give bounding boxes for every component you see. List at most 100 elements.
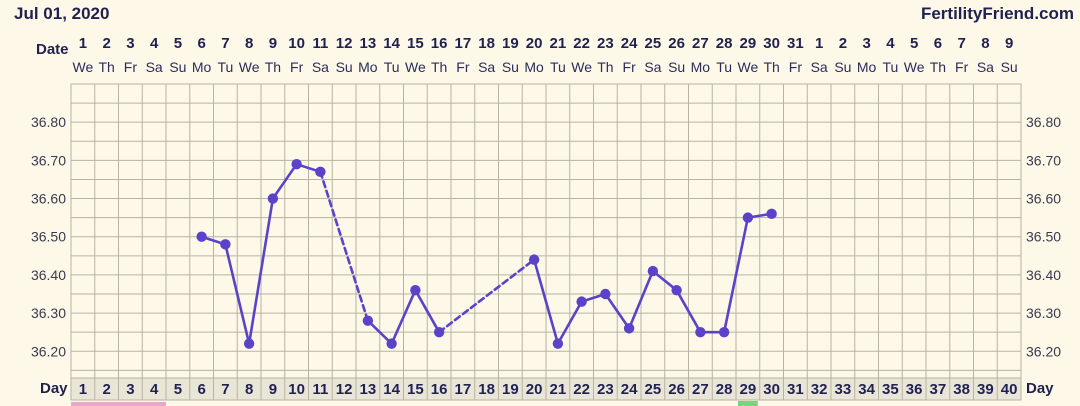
cycle-day-label: 9	[269, 381, 277, 398]
temperature-point[interactable]	[410, 284, 421, 296]
y-tick-right: 36.70	[1026, 152, 1061, 168]
temperature-point[interactable]	[196, 231, 207, 242]
temperature-point[interactable]	[528, 254, 540, 265]
temperature-line-segment	[556, 300, 583, 345]
weekday-label: Tu	[882, 59, 898, 75]
temperature-point[interactable]	[552, 338, 564, 349]
date-label: 9	[1005, 35, 1013, 52]
weekday-label: We	[405, 59, 426, 75]
date-label: 25	[645, 35, 662, 52]
temperature-point[interactable]	[291, 158, 302, 170]
temperature-line-segment	[224, 243, 251, 345]
chart-start-date: Jul 01, 2020	[14, 4, 109, 23]
cycle-day-label: 17	[455, 381, 472, 398]
date-label: 2	[102, 35, 110, 52]
green-marker	[738, 401, 758, 406]
temperature-point[interactable]	[386, 338, 397, 349]
date-label: 10	[288, 35, 305, 52]
cycle-day-label: 14	[383, 381, 400, 398]
weekday-label: Fr	[290, 59, 304, 75]
temperature-point[interactable]	[718, 326, 730, 338]
brand-name: FertilityFriend.com	[921, 4, 1074, 23]
date-label: 7	[221, 35, 229, 52]
date-label: 19	[502, 35, 519, 52]
cycle-day-label: 5	[174, 381, 182, 398]
weekday-label: Tu	[550, 59, 566, 75]
date-label: 5	[174, 35, 182, 52]
cycle-day-label: 28	[716, 381, 733, 398]
cycle-day-label: 22	[573, 381, 590, 398]
cycle-day-label: 23	[597, 381, 614, 398]
temperature-point[interactable]	[742, 212, 754, 223]
weekday-label: Sa	[312, 59, 329, 75]
weekday-label: Sa	[146, 59, 163, 75]
cycle-day-label: 35	[882, 381, 899, 398]
temperature-point[interactable]	[766, 208, 777, 220]
date-label: 18	[478, 35, 495, 52]
temperature-point[interactable]	[671, 284, 682, 296]
chart-grid	[70, 83, 1022, 379]
temperature-point[interactable]	[576, 296, 587, 307]
date-label: 21	[550, 35, 567, 52]
temperature-point[interactable]	[647, 265, 659, 277]
dashed-connector-line	[437, 258, 536, 334]
date-label: 3	[126, 35, 134, 52]
weekday-label: Tu	[384, 59, 400, 75]
date-label: 8	[245, 35, 253, 52]
date-label: 20	[526, 35, 543, 52]
weekday-label: Mo	[524, 59, 544, 75]
dashed-connector-line	[319, 170, 370, 323]
temperature-point[interactable]	[315, 166, 326, 178]
y-tick-left: 36.60	[31, 191, 66, 207]
weekday-label: Su	[502, 59, 519, 75]
weekday-label: We	[738, 59, 759, 75]
y-tick-right: 36.60	[1026, 191, 1061, 207]
temperature-point[interactable]	[362, 315, 374, 326]
y-axis-ticks: 36.80 36.80 36.70 36.70 36.60 36.60 36.50 36.50…	[31, 114, 1061, 359]
temperature-line-segment	[532, 258, 560, 345]
temperature-line-segment	[390, 288, 417, 345]
cycle-day-label: 38	[953, 381, 970, 398]
weekday-label: We	[73, 59, 94, 75]
temperature-point[interactable]	[220, 239, 231, 250]
temperature-point[interactable]	[267, 193, 279, 204]
cycle-day-label: 16	[431, 381, 448, 398]
cycle-day-label: 40	[1001, 381, 1018, 398]
bottom-markers	[71, 401, 758, 406]
y-tick-left: 36.40	[31, 267, 66, 283]
date-label: 9	[269, 35, 277, 52]
cycle-day-label: 33	[835, 381, 852, 398]
weekday-label: Th	[431, 59, 447, 75]
y-tick-right: 36.80	[1026, 114, 1061, 130]
day-row-label-left: Day	[40, 380, 68, 397]
temperature-point[interactable]	[433, 326, 445, 338]
weekday-label: Th	[597, 59, 613, 75]
temperature-line-segment	[675, 288, 702, 334]
temperature-point[interactable]	[623, 323, 635, 334]
date-label: 27	[692, 35, 709, 52]
temperature-point[interactable]	[600, 288, 611, 300]
temperature-point[interactable]	[695, 326, 706, 338]
temperature-point[interactable]	[243, 338, 255, 349]
date-label: 26	[668, 35, 685, 52]
date-label: 7	[957, 35, 965, 52]
cycle-day-label: 7	[221, 381, 229, 398]
day-row-label-right: Day	[1026, 380, 1054, 397]
cycle-day-label: 39	[977, 381, 994, 398]
weekday-label: Tu	[217, 59, 233, 75]
cycle-day-row: 1 2 3 4 5 6 7 8 9 10 11 12 13 14 15 16 17 18 19 20 21 22 23 24 2…	[70, 378, 1018, 400]
weekday-label: Sa	[811, 59, 828, 75]
cycle-day-label: 6	[197, 381, 205, 398]
cycle-day-label: 18	[478, 381, 495, 398]
cycle-day-label: 15	[407, 381, 424, 398]
y-tick-right: 36.30	[1026, 305, 1061, 321]
weekday-label: Tu	[716, 59, 732, 75]
cycle-day-label: 31	[787, 381, 804, 398]
cycle-day-label: 11	[312, 381, 328, 398]
y-tick-left: 36.30	[31, 305, 66, 321]
y-tick-right: 36.20	[1026, 343, 1061, 359]
cycle-day-label: 12	[336, 381, 353, 398]
date-row-label: Date	[36, 41, 69, 58]
date-label: 28	[716, 35, 733, 52]
